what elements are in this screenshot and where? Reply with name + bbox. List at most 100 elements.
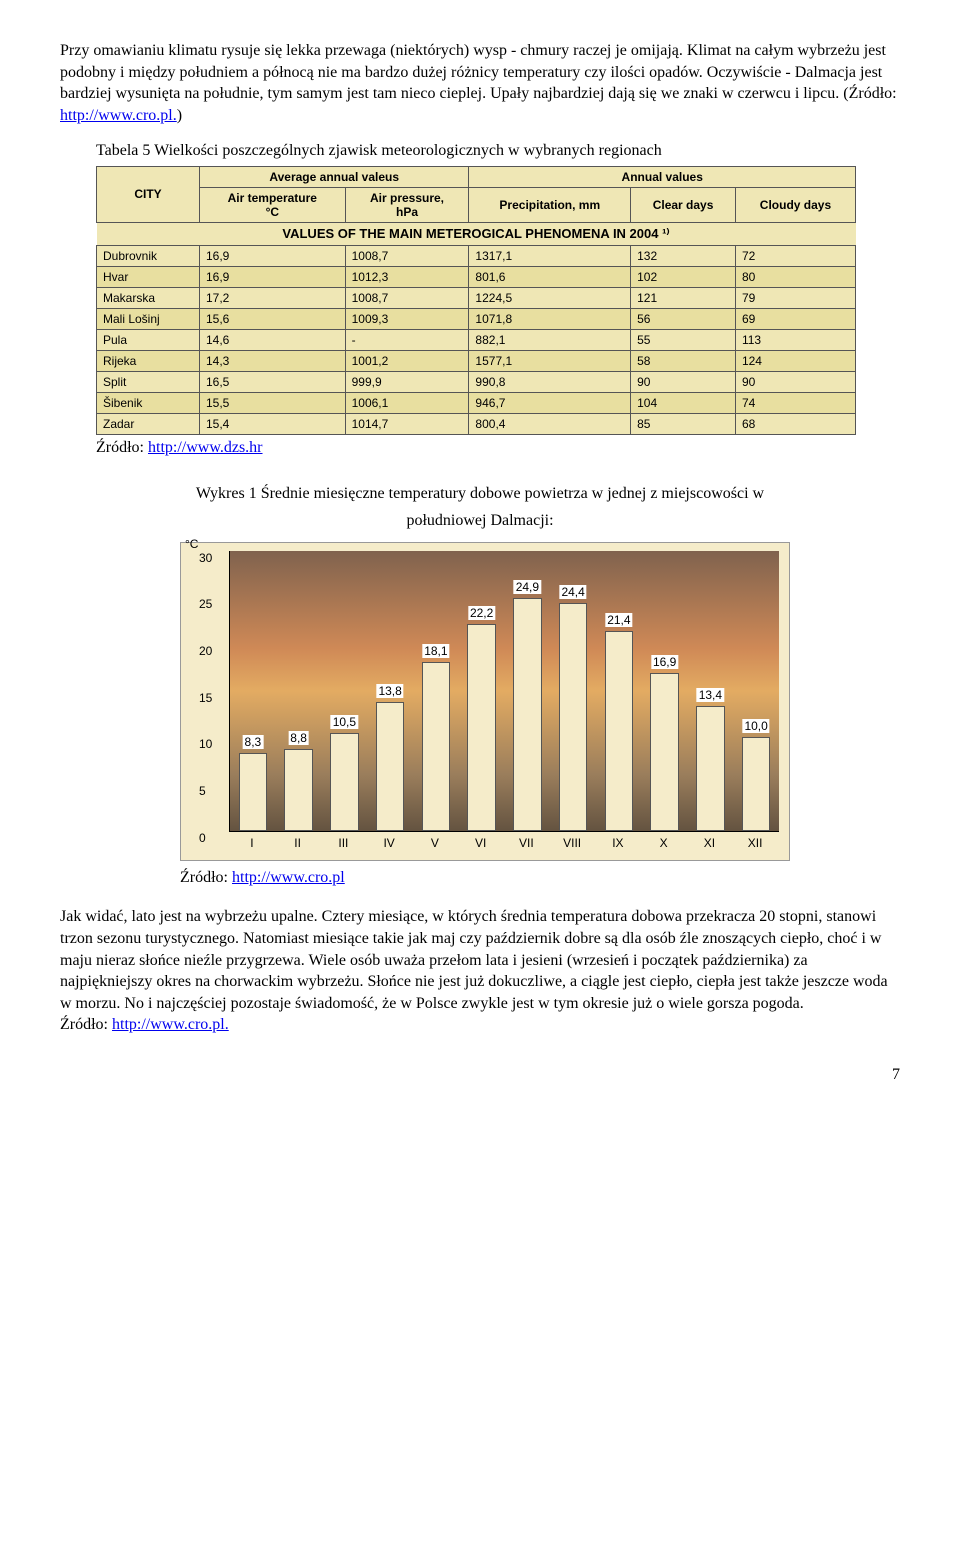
conclusion-source-label: Źródło: <box>60 1016 112 1033</box>
table-title: VALUES OF THE MAIN METEROGICAL PHENOMENA… <box>97 222 856 245</box>
bar-value-label: 8,8 <box>288 731 309 745</box>
col-pressure: Air pressure, hPa <box>345 187 469 222</box>
table-cell: 882,1 <box>469 329 631 350</box>
table-cell: 104 <box>631 392 736 413</box>
table-cell: 85 <box>631 413 736 434</box>
table-cell: 800,4 <box>469 413 631 434</box>
table-cell: 1317,1 <box>469 245 631 266</box>
table-row: Dubrovnik16,91008,71317,113272 <box>97 245 856 266</box>
table-source-link[interactable]: http://www.dzs.hr <box>148 439 263 456</box>
intro-paragraph: Przy omawianiu klimatu rysuje się lekka … <box>60 40 900 126</box>
chart-source-label: Źródło: <box>180 869 232 886</box>
bar-value-label: 10,0 <box>742 719 769 733</box>
chart-bar <box>742 737 770 830</box>
conclusion-source-link[interactable]: http://www.cro.pl. <box>112 1016 229 1033</box>
col-temp: Air temperature °C <box>200 187 346 222</box>
table-cell: 15,6 <box>200 308 346 329</box>
table-cell: 69 <box>735 308 855 329</box>
x-tick-label: V <box>431 836 439 850</box>
chart-bar <box>696 706 724 831</box>
table-cell: 102 <box>631 266 736 287</box>
col-city: CITY <box>97 166 200 222</box>
bar-value-label: 24,9 <box>514 580 541 594</box>
conclusion-paragraph: Jak widać, lato jest na wybrzeżu upalne.… <box>60 906 900 1036</box>
chart-bar <box>330 733 358 831</box>
table-cell: 1012,3 <box>345 266 469 287</box>
col-clear: Clear days <box>631 187 736 222</box>
bar-value-label: 13,8 <box>376 684 403 698</box>
col-group-avg: Average annual valeus <box>200 166 469 187</box>
chart-bar <box>239 753 267 830</box>
table-cell: Hvar <box>97 266 200 287</box>
chart-bar <box>650 673 678 831</box>
table-cell: 90 <box>735 371 855 392</box>
table-cell: Zadar <box>97 413 200 434</box>
table-cell: 1071,8 <box>469 308 631 329</box>
table-title-row: VALUES OF THE MAIN METEROGICAL PHENOMENA… <box>97 222 856 245</box>
table-cell: 79 <box>735 287 855 308</box>
x-tick-label: XI <box>704 836 715 850</box>
table-cell: Rijeka <box>97 350 200 371</box>
table-caption: Tabela 5 Wielkości poszczególnych zjawis… <box>60 140 900 162</box>
table-cell: 1006,1 <box>345 392 469 413</box>
intro-text: Przy omawianiu klimatu rysuje się lekka … <box>60 42 897 102</box>
table-cell: 14,3 <box>200 350 346 371</box>
table-cell: Šibenik <box>97 392 200 413</box>
table-row: Šibenik15,51006,1946,710474 <box>97 392 856 413</box>
table-cell: 68 <box>735 413 855 434</box>
y-tick-label: 10 <box>199 737 212 751</box>
chart-bar <box>422 662 450 831</box>
table-cell: 1577,1 <box>469 350 631 371</box>
x-tick-label: II <box>294 836 301 850</box>
x-tick-label: VII <box>519 836 534 850</box>
x-tick-label: III <box>338 836 348 850</box>
x-tick-label: IX <box>612 836 623 850</box>
table-cell: 15,4 <box>200 413 346 434</box>
temperature-chart: °C 051015202530 8,38,810,513,818,122,224… <box>180 542 790 861</box>
table-cell: 72 <box>735 245 855 266</box>
bar-value-label: 13,4 <box>697 688 724 702</box>
table-cell: 1001,2 <box>345 350 469 371</box>
table-cell: 990,8 <box>469 371 631 392</box>
table-cell: 17,2 <box>200 287 346 308</box>
intro-source-link[interactable]: http://www.cro.pl. <box>60 107 177 124</box>
table-cell: - <box>345 329 469 350</box>
table-cell: Pula <box>97 329 200 350</box>
table-header-row-1: CITY Average annual valeus Annual values <box>97 166 856 187</box>
table-cell: 1224,5 <box>469 287 631 308</box>
table-cell: 1014,7 <box>345 413 469 434</box>
bar-value-label: 21,4 <box>605 613 632 627</box>
table-header-row-2: Air temperature °C Air pressure, hPa Pre… <box>97 187 856 222</box>
bar-value-label: 8,3 <box>243 735 264 749</box>
table-cell: Dubrovnik <box>97 245 200 266</box>
bar-value-label: 24,4 <box>559 585 586 599</box>
table-cell: 74 <box>735 392 855 413</box>
chart-bar <box>284 749 312 831</box>
x-tick-label: X <box>660 836 668 850</box>
y-tick-label: 20 <box>199 644 212 658</box>
y-tick-label: 0 <box>199 831 206 845</box>
col-group-annual: Annual values <box>469 166 856 187</box>
x-tick-label: VI <box>475 836 486 850</box>
chart-source-link[interactable]: http://www.cro.pl <box>232 869 345 886</box>
table-cell: 801,6 <box>469 266 631 287</box>
y-tick-label: 25 <box>199 597 212 611</box>
chart-bar <box>559 603 587 831</box>
table-cell: 16,9 <box>200 266 346 287</box>
col-precip: Precipitation, mm <box>469 187 631 222</box>
table-cell: 80 <box>735 266 855 287</box>
chart-caption-line2: południowej Dalmacji: <box>60 510 900 532</box>
bar-value-label: 18,1 <box>422 644 449 658</box>
x-tick-label: IV <box>383 836 394 850</box>
table-cell: Makarska <box>97 287 200 308</box>
table-cell: 121 <box>631 287 736 308</box>
table-source: Źródło: http://www.dzs.hr <box>96 437 900 459</box>
table-cell: 999,9 <box>345 371 469 392</box>
table-row: Pula14,6-882,155113 <box>97 329 856 350</box>
table-row: Makarska17,21008,71224,512179 <box>97 287 856 308</box>
table-cell: Mali Lošinj <box>97 308 200 329</box>
table-cell: 1008,7 <box>345 245 469 266</box>
table-row: Rijeka14,31001,21577,158124 <box>97 350 856 371</box>
table-cell: 1008,7 <box>345 287 469 308</box>
table-cell: 946,7 <box>469 392 631 413</box>
